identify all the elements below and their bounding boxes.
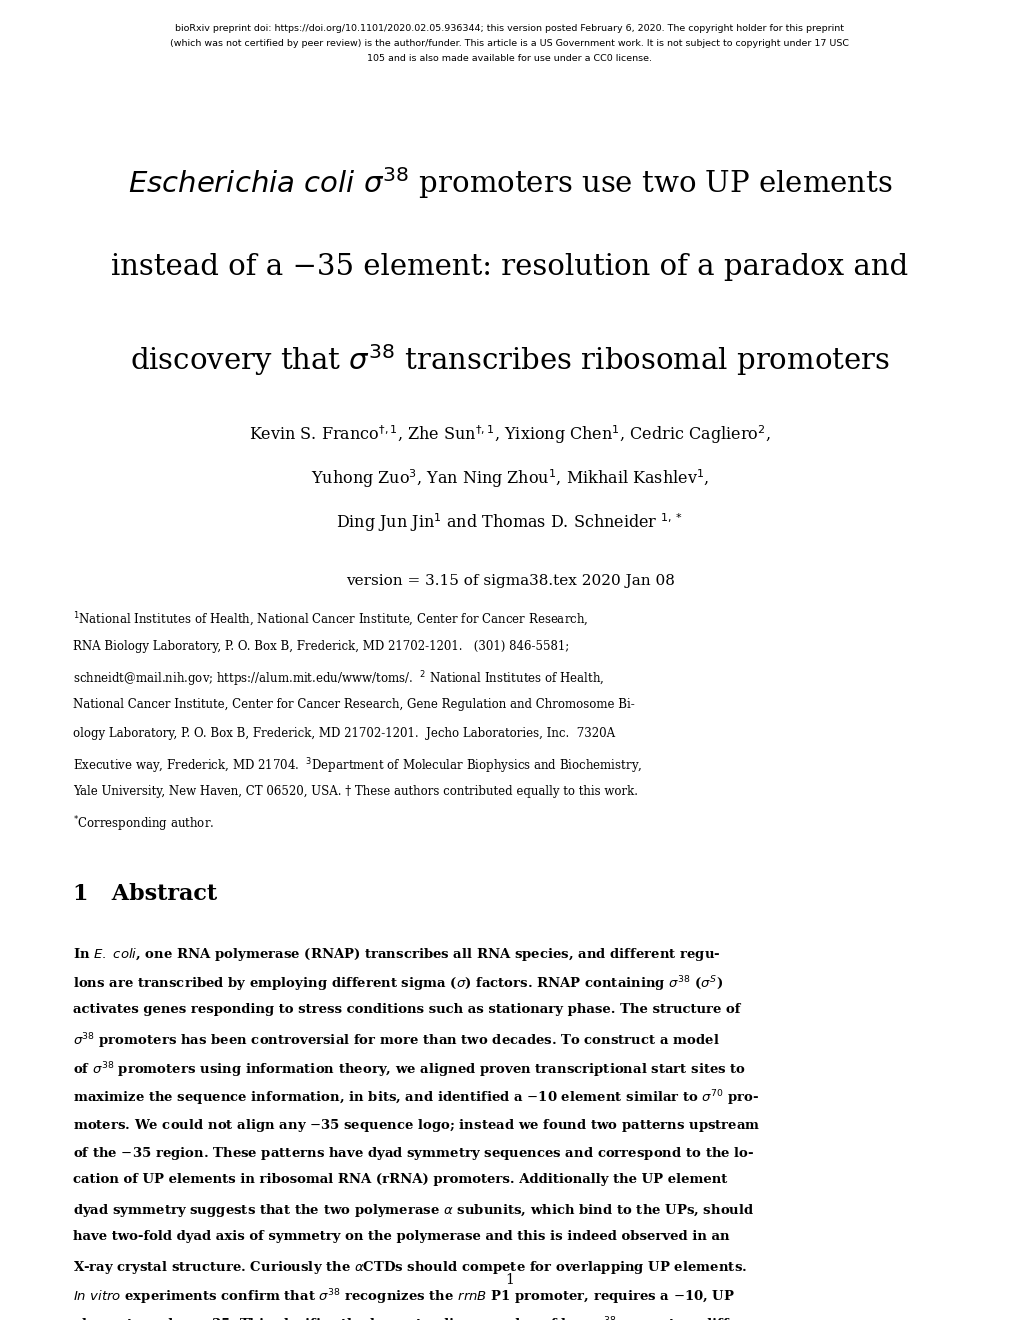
Text: 1   Abstract: 1 Abstract: [73, 883, 217, 906]
Text: Kevin S. Franco$^{\dagger,1}$, Zhe Sun$^{\dagger,1}$, Yixiong Chen$^{1}$, Cedric: Kevin S. Franco$^{\dagger,1}$, Zhe Sun$^…: [249, 424, 770, 446]
Text: In $\it{E.\ coli}$, one RNA polymerase (RNAP) transcribes all RNA species, and d: In $\it{E.\ coli}$, one RNA polymerase (…: [73, 946, 720, 964]
Text: $\it{In\ vitro}$ experiments confirm that $\sigma^{38}$ recognizes the $\it{rrnB: $\it{In\ vitro}$ experiments confirm tha…: [73, 1287, 735, 1307]
Text: elements and no $-$35. This clarifies the long-standing paradox of how $\sigma^{: elements and no $-$35. This clarifies th…: [73, 1315, 745, 1320]
Text: have two-fold dyad axis of symmetry on the polymerase and this is indeed observe: have two-fold dyad axis of symmetry on t…: [73, 1230, 730, 1243]
Text: maximize the sequence information, in bits, and identified a $-$10 element simil: maximize the sequence information, in bi…: [73, 1088, 759, 1107]
Text: RNA Biology Laboratory, P. O. Box B, Frederick, MD 21702-1201.   (301) 846-5581;: RNA Biology Laboratory, P. O. Box B, Fre…: [73, 640, 570, 653]
Text: $\sigma^{38}$ promoters has been controversial for more than two decades. To con: $\sigma^{38}$ promoters has been controv…: [73, 1032, 719, 1051]
Text: discovery that $\sigma^{38}$ transcribes ribosomal promoters: discovery that $\sigma^{38}$ transcribes…: [129, 342, 890, 378]
Text: Executive way, Frederick, MD 21704.  $^{3}$Department of Molecular Biophysics an: Executive way, Frederick, MD 21704. $^{3…: [73, 756, 642, 776]
Text: lons are transcribed by employing different sigma ($\sigma$) factors. RNAP conta: lons are transcribed by employing differ…: [73, 974, 722, 994]
Text: bioRxiv preprint doi: https://doi.org/10.1101/2020.02.05.936344; this version po: bioRxiv preprint doi: https://doi.org/10…: [175, 24, 844, 33]
Text: X-ray crystal structure. Curiously the $\alpha$CTDs should compete for overlappi: X-ray crystal structure. Curiously the $…: [73, 1259, 747, 1275]
Text: version = 3.15 of sigma38.tex 2020 Jan 08: version = 3.15 of sigma38.tex 2020 Jan 0…: [345, 574, 674, 589]
Text: instead of a −35 element: resolution of a paradox and: instead of a −35 element: resolution of …: [111, 253, 908, 281]
Text: ology Laboratory, P. O. Box B, Frederick, MD 21702-1201.  Jecho Laboratories, In: ology Laboratory, P. O. Box B, Frederick…: [73, 727, 614, 741]
Text: cation of UP elements in ribosomal RNA (rRNA) promoters. Additionally the UP ele: cation of UP elements in ribosomal RNA (…: [73, 1173, 727, 1187]
Text: $^{1}$National Institutes of Health, National Cancer Institute, Center for Cance: $^{1}$National Institutes of Health, Nat…: [73, 611, 588, 630]
Text: Ding Jun Jin$^{1}$ and Thomas D. Schneider $^{1,*}$: Ding Jun Jin$^{1}$ and Thomas D. Schneid…: [336, 511, 683, 533]
Text: Yuhong Zuo$^{3}$, Yan Ning Zhou$^{1}$, Mikhail Kashlev$^{1}$,: Yuhong Zuo$^{3}$, Yan Ning Zhou$^{1}$, M…: [311, 467, 708, 490]
Text: of the $-$35 region. These patterns have dyad symmetry sequences and correspond : of the $-$35 region. These patterns have…: [73, 1146, 754, 1162]
Text: schneidt@mail.nih.gov; https://alum.mit.edu/www/toms/.  $^{2}$ National Institut: schneidt@mail.nih.gov; https://alum.mit.…: [73, 669, 604, 689]
Text: National Cancer Institute, Center for Cancer Research, Gene Regulation and Chrom: National Cancer Institute, Center for Ca…: [73, 698, 635, 711]
Text: Yale University, New Haven, CT 06520, USA. † These authors contributed equally t: Yale University, New Haven, CT 06520, US…: [73, 785, 638, 799]
Text: (which was not certified by peer review) is the author/funder. This article is a: (which was not certified by peer review)…: [170, 40, 849, 48]
Text: $\it{Escherichia\ coli}$ $\sigma^{38}$ promoters use two UP elements: $\it{Escherichia\ coli}$ $\sigma^{38}$ p…: [127, 165, 892, 201]
Text: activates genes responding to stress conditions such as stationary phase. The st: activates genes responding to stress con…: [73, 1003, 740, 1016]
Text: $^{*}$Corresponding author.: $^{*}$Corresponding author.: [73, 814, 215, 834]
Text: dyad symmetry suggests that the two polymerase $\alpha$ subunits, which bind to : dyad symmetry suggests that the two poly…: [73, 1201, 754, 1218]
Text: moters. We could not align any $-$35 sequence logo; instead we found two pattern: moters. We could not align any $-$35 seq…: [73, 1117, 760, 1134]
Text: of $\sigma^{38}$ promoters using information theory, we aligned proven transcrip: of $\sigma^{38}$ promoters using informa…: [73, 1060, 746, 1080]
Text: 105 and is also made available for use under a CC0 license.: 105 and is also made available for use u…: [367, 54, 652, 63]
Text: 1: 1: [505, 1272, 514, 1287]
